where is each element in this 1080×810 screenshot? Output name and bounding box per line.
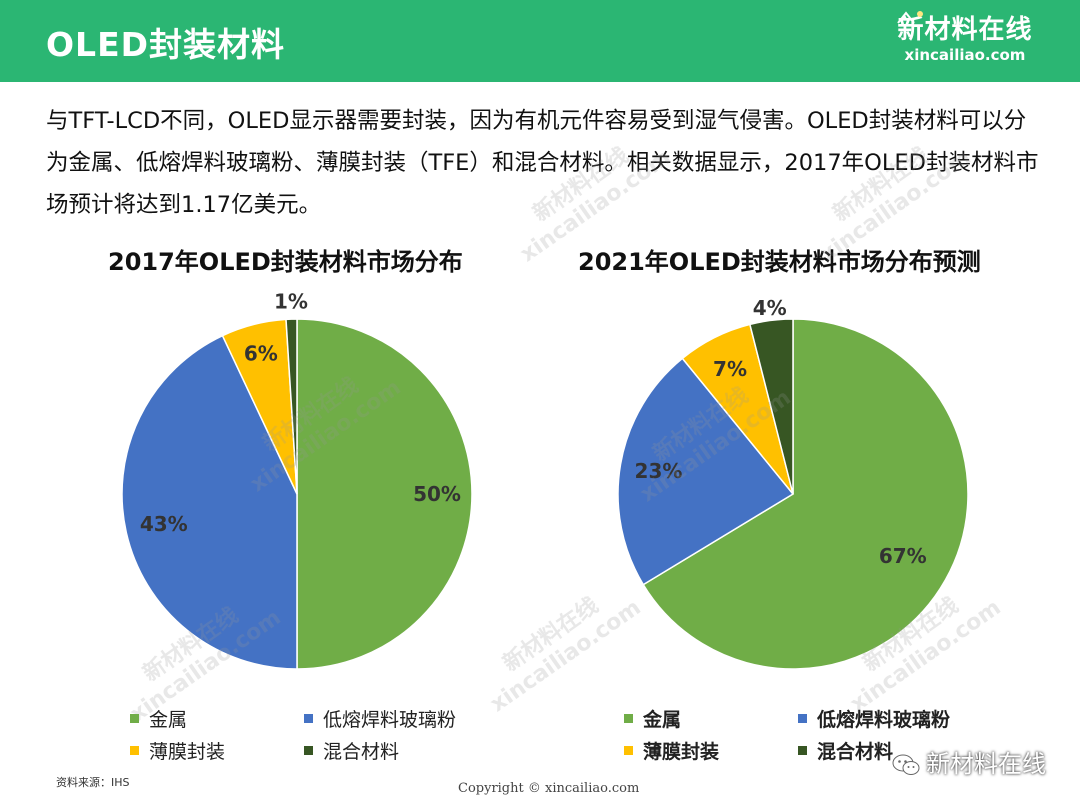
legend-item-hybrid: 混合材料 <box>304 737 399 764</box>
wechat-account: 新材料在线 <box>892 744 1046 779</box>
legend-swatch <box>624 746 633 755</box>
brand-name-cn: 新材料在线 <box>897 15 1033 45</box>
header-bar: OLED封装材料 新材料在线 xincailiao.com <box>0 0 1080 82</box>
pie-slice-hybrid <box>748 318 794 495</box>
legend-item-hybrid: 混合材料 <box>798 737 893 764</box>
copyright-text: Copyright © xincailiao.com <box>458 781 640 796</box>
data-label-glass-frit: 43% <box>140 512 188 536</box>
legend-item-metal: 金属 <box>130 705 187 732</box>
data-label-tfe: 6% <box>244 341 278 365</box>
legend-label: 混合材料 <box>817 741 894 763</box>
page-title: OLED封装材料 <box>46 25 286 64</box>
legend-item-glass-frit: 低熔焊料玻璃粉 <box>304 705 456 732</box>
legend-label: 薄膜封装 <box>643 741 720 763</box>
legend-label: 金属 <box>643 709 682 731</box>
pie-slice-glass-frit <box>121 334 298 670</box>
intro-paragraph: 与TFT-LCD不同，OLED显示器需要封装，因为有机元件容易受到湿气侵害。OL… <box>46 108 1039 218</box>
legend-swatch <box>304 714 313 723</box>
wechat-account-name: 新材料在线 <box>926 750 1046 778</box>
data-label-metal: 67% <box>879 544 927 568</box>
wechat-icon <box>892 754 920 775</box>
data-label-tfe: 7% <box>713 357 747 381</box>
legend-swatch <box>130 714 139 723</box>
data-label-metal: 50% <box>413 482 461 506</box>
legend-label: 金属 <box>149 709 188 731</box>
legend-swatch <box>130 746 139 755</box>
brand-name-en: xincailiao.com <box>904 46 1026 64</box>
legend-swatch <box>304 746 313 755</box>
legend-swatch <box>798 714 807 723</box>
legend-label: 薄膜封装 <box>149 741 226 763</box>
legend-label: 低熔焊料玻璃粉 <box>817 709 951 731</box>
pie-slice-metal <box>642 318 969 670</box>
chart-title-2017: 2017年OLED封装材料市场分布 <box>108 248 463 276</box>
data-label-hybrid: 1% <box>274 290 308 314</box>
pie-slice-glass-frit <box>617 357 795 586</box>
source-note: 资料来源：IHS <box>56 776 130 789</box>
legend-item-metal: 金属 <box>624 705 681 732</box>
data-label-glass-frit: 23% <box>635 459 683 483</box>
legend-item-glass-frit: 低熔焊料玻璃粉 <box>798 705 950 732</box>
legend-label: 混合材料 <box>323 741 400 763</box>
legend-swatch <box>624 714 633 723</box>
pie-slice-metal <box>296 318 473 670</box>
legend-label: 低熔焊料玻璃粉 <box>323 709 457 731</box>
legend-item-tfe: 薄膜封装 <box>624 737 719 764</box>
house-icon <box>897 11 923 24</box>
legend-item-tfe: 薄膜封装 <box>130 737 225 764</box>
brand-logo: 新材料在线 xincailiao.com <box>890 11 1040 76</box>
data-label-hybrid: 4% <box>753 296 787 320</box>
chart-title-2021: 2021年OLED封装材料市场分布预测 <box>578 248 981 276</box>
pie-slice-hybrid <box>285 318 298 495</box>
legend-swatch <box>798 746 807 755</box>
